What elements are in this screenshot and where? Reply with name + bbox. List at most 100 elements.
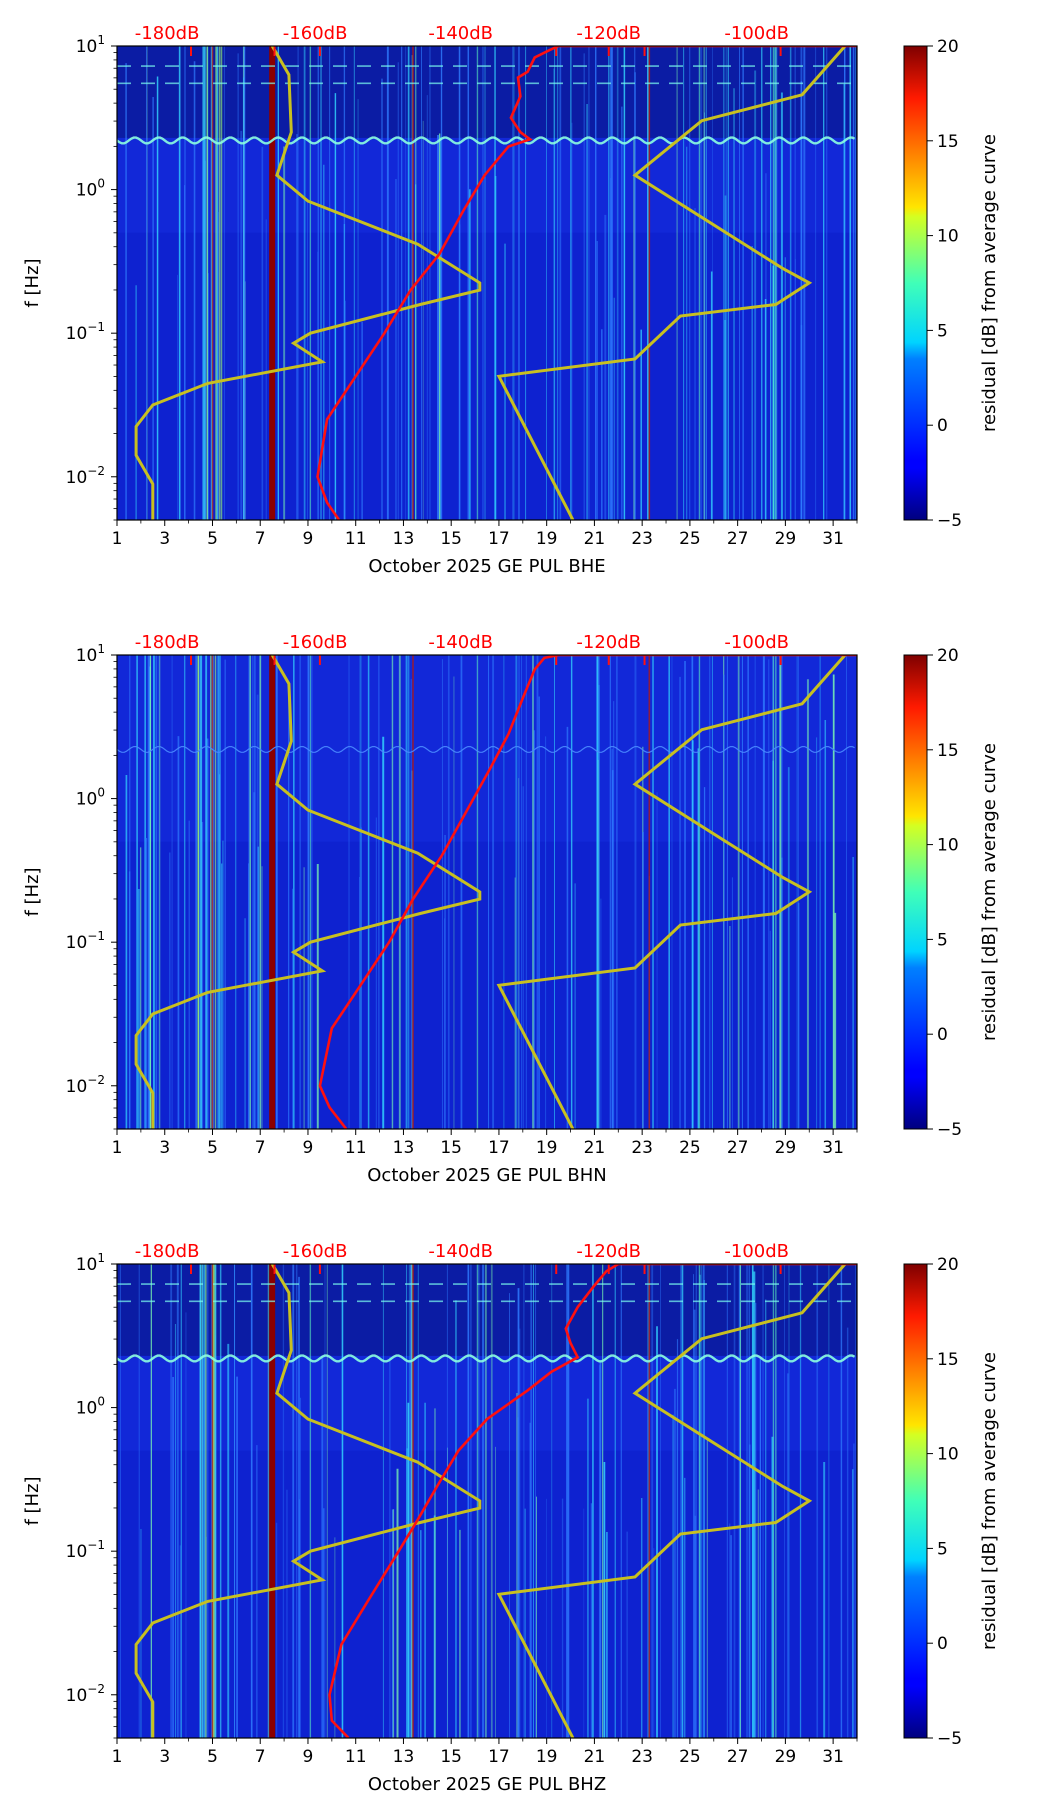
- strong-line: [269, 655, 276, 1129]
- high-noise-model-curve: [496, 46, 847, 520]
- x-tick-label: 27: [727, 529, 749, 549]
- y-tick-label: 10−1: [66, 929, 105, 953]
- colorbar-tick-label: 5: [937, 930, 948, 950]
- x-tick-label: 5: [207, 1138, 218, 1158]
- colorbar-tick-label: 0: [937, 1634, 948, 1654]
- x-tick-label: 29: [775, 529, 797, 549]
- top-db-label: -140dB: [428, 632, 493, 653]
- top-db-label: -100dB: [724, 632, 789, 653]
- colorbar-tick-label: 5: [937, 1539, 948, 1559]
- x-tick-label: 7: [255, 529, 266, 549]
- top-db-label: -120dB: [576, 23, 641, 44]
- colorbar-tick-label: −5: [937, 511, 962, 531]
- top-db-label: -120dB: [576, 1241, 641, 1262]
- spectrogram-texture: [117, 46, 857, 520]
- x-tick-label: 7: [255, 1138, 266, 1158]
- x-tick-label: 27: [727, 1747, 749, 1767]
- microseism-band: [117, 746, 855, 753]
- x-tick-label: 9: [303, 529, 314, 549]
- colorbar: [903, 1263, 928, 1739]
- y-tick-label: 101: [76, 642, 105, 666]
- x-tick-label: 17: [488, 1138, 510, 1158]
- colorbar-tick-label: 15: [937, 741, 959, 761]
- x-tick-label: 15: [440, 1747, 462, 1767]
- x-tick-label: 25: [679, 1138, 701, 1158]
- x-tick-label: 21: [584, 1138, 606, 1158]
- x-axis-label: October 2025 GE PUL BHE: [368, 556, 605, 577]
- colorbar-tick-label: 10: [937, 1445, 959, 1465]
- x-tick-label: 3: [159, 1747, 170, 1767]
- x-tick-label: 21: [584, 529, 606, 549]
- microseism-band: [117, 1354, 856, 1363]
- x-tick-label: 15: [440, 529, 462, 549]
- y-tick-label: 10−2: [66, 1073, 105, 1097]
- x-tick-label: 31: [822, 529, 844, 549]
- top-db-label: -140dB: [428, 1241, 493, 1262]
- top-db-label: -160dB: [283, 23, 348, 44]
- x-tick-label: 15: [440, 1138, 462, 1158]
- y-tick-label: 10−2: [66, 1682, 105, 1706]
- top-db-label: -180dB: [135, 1241, 200, 1262]
- x-tick-label: 9: [303, 1747, 314, 1767]
- x-tick-label: 23: [631, 529, 653, 549]
- x-tick-label: 25: [679, 529, 701, 549]
- y-tick-label: 100: [76, 1395, 105, 1419]
- x-tick-label: 7: [255, 1747, 266, 1767]
- strong-line: [269, 46, 276, 520]
- colorbar-label: residual [dB] from average curve: [979, 1352, 1000, 1650]
- y-tick-label: 101: [76, 1251, 105, 1275]
- low-noise-model-curve: [134, 1264, 482, 1738]
- colorbar-label: residual [dB] from average curve: [979, 743, 1000, 1041]
- colorbar-tick-label: 20: [937, 646, 959, 666]
- y-axis-label: f [Hz]: [22, 1476, 43, 1525]
- y-axis-label: f [Hz]: [22, 258, 43, 307]
- x-tick-label: 1: [112, 529, 123, 549]
- x-tick-label: 3: [159, 1138, 170, 1158]
- x-axis-label: October 2025 GE PUL BHN: [367, 1165, 606, 1186]
- x-tick-label: 23: [631, 1138, 653, 1158]
- colorbar-label: residual [dB] from average curve: [979, 134, 1000, 432]
- plot-frame: [116, 654, 858, 1130]
- top-db-label: -160dB: [283, 632, 348, 653]
- x-tick-label: 31: [822, 1138, 844, 1158]
- y-tick-label: 101: [76, 33, 105, 57]
- x-tick-label: 11: [345, 1138, 367, 1158]
- x-tick-label: 19: [536, 529, 558, 549]
- colorbar-tick-label: 15: [937, 1350, 959, 1370]
- colorbar-tick-label: 20: [937, 1255, 959, 1275]
- x-tick-label: 13: [393, 1138, 415, 1158]
- colorbar-tick-label: 10: [937, 836, 959, 856]
- microseism-band: [117, 136, 856, 145]
- x-tick-label: 27: [727, 1138, 749, 1158]
- top-db-label: -100dB: [724, 1241, 789, 1262]
- x-tick-label: 19: [536, 1138, 558, 1158]
- colorbar: [903, 45, 928, 521]
- average-curve: [328, 1264, 857, 1738]
- x-tick-label: 29: [775, 1747, 797, 1767]
- colorbar-tick-label: −5: [937, 1120, 962, 1140]
- y-tick-label: 10−1: [66, 1538, 105, 1562]
- plot-frame: [116, 1263, 858, 1739]
- x-tick-label: 17: [488, 529, 510, 549]
- low-band-shade: [117, 841, 857, 1129]
- x-tick-label: 9: [303, 1138, 314, 1158]
- colorbar-tick-label: 15: [937, 132, 959, 152]
- colorbar-tick-label: 0: [937, 416, 948, 436]
- x-tick-label: 17: [488, 1747, 510, 1767]
- x-tick-label: 23: [631, 1747, 653, 1767]
- x-tick-label: 19: [536, 1747, 558, 1767]
- colorbar-tick-label: −5: [937, 1729, 962, 1749]
- colorbar-tick-label: 5: [937, 321, 948, 341]
- x-tick-label: 1: [112, 1747, 123, 1767]
- low-noise-model-curve: [134, 46, 482, 520]
- colorbar: [903, 654, 928, 1130]
- x-tick-label: 13: [393, 529, 415, 549]
- x-tick-label: 11: [345, 1747, 367, 1767]
- colorbar-tick-label: 10: [937, 227, 959, 247]
- x-tick-label: 3: [159, 529, 170, 549]
- plot-frame: [116, 45, 858, 521]
